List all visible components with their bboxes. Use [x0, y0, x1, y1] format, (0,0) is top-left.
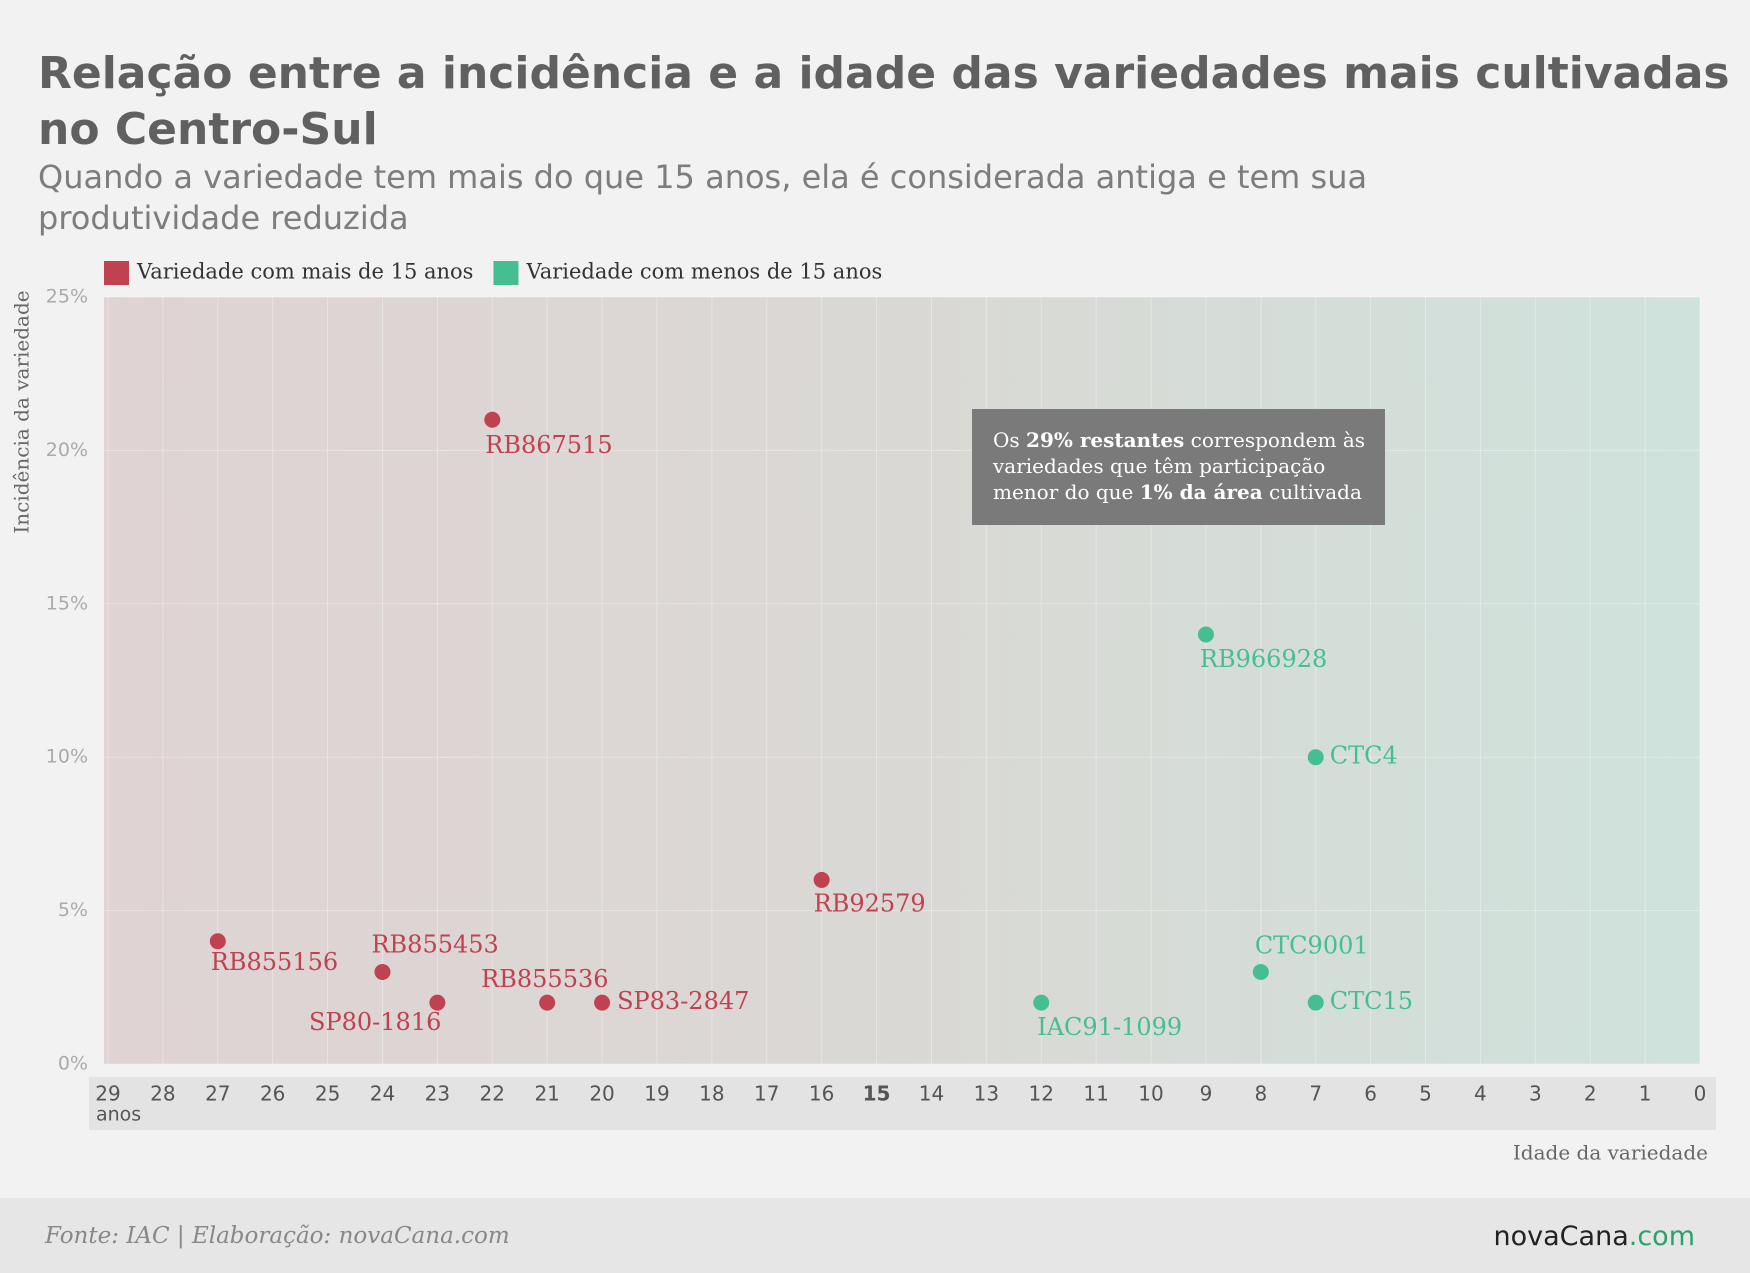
x-tick-label: 2	[1584, 1082, 1597, 1106]
x-tick-label: 20	[589, 1082, 614, 1106]
x-tick-label: 28	[150, 1082, 175, 1106]
x-tick-label: 4	[1474, 1082, 1487, 1106]
x-tick-label: 8	[1254, 1082, 1267, 1106]
point	[1307, 994, 1324, 1011]
x-tick-label: 0	[1694, 1082, 1707, 1106]
x-tick-label: 21	[534, 1082, 559, 1106]
annotation-line: Os 29% restantes correspondem às	[993, 428, 1365, 452]
y-tick-label: 5%	[58, 899, 88, 921]
annotation-text: correspondem às	[1184, 428, 1365, 452]
point	[209, 933, 226, 950]
y-axis-label: Incidência da variedade	[10, 290, 34, 533]
annotation-text: cultivada	[1263, 480, 1362, 504]
y-tick-label: 25%	[46, 286, 88, 308]
x-tick-label: 19	[644, 1082, 669, 1106]
point	[374, 963, 391, 980]
point	[594, 994, 611, 1011]
x-tick-label: 14	[919, 1082, 944, 1106]
point-label: RB855536	[481, 965, 608, 993]
x-axis-band	[89, 1077, 1716, 1130]
point	[539, 994, 556, 1011]
logo-suffix: .com	[1629, 1221, 1695, 1252]
x-tick-label: 5	[1419, 1082, 1432, 1106]
x-tick-label: 22	[480, 1082, 505, 1106]
x-tick-label: 6	[1364, 1082, 1377, 1106]
annotation-text: Os	[993, 428, 1026, 452]
point-label: RB855156	[211, 948, 338, 976]
point	[1307, 749, 1324, 766]
x-tick-label: 17	[754, 1082, 779, 1106]
footer	[0, 1198, 1750, 1273]
chart-subtitle: produtividade reduzida	[38, 199, 409, 237]
point-label: IAC91-1099	[1037, 1013, 1182, 1041]
x-tick-label: 7	[1309, 1082, 1322, 1106]
point	[1197, 626, 1214, 643]
x-tick-label: 26	[260, 1082, 285, 1106]
annotation-text: 29% restantes	[1026, 428, 1184, 452]
x-tick-label: 13	[974, 1082, 999, 1106]
annotation-text: variedades que têm participação	[992, 454, 1325, 478]
point-label: RB92579	[814, 889, 926, 917]
x-tick-label: 25	[315, 1082, 340, 1106]
point-label: CTC9001	[1255, 931, 1369, 959]
point	[429, 994, 446, 1011]
y-tick-label: 0%	[58, 1053, 88, 1075]
point	[813, 871, 830, 888]
point	[484, 411, 501, 428]
x-tick-label: 15	[863, 1082, 891, 1106]
legend-label: Variedade com menos de 15 anos	[525, 260, 882, 284]
chart-title: no Centro-Sul	[38, 104, 378, 155]
x-tick-label: 27	[205, 1082, 230, 1106]
point-label: RB867515	[485, 431, 612, 459]
source: Fonte: IAC | Elaboração: novaCana.com	[44, 1223, 510, 1249]
y-tick-label: 20%	[46, 439, 88, 461]
annotation-box	[972, 409, 1385, 525]
point	[1033, 994, 1050, 1011]
x-tick-label: 11	[1083, 1082, 1108, 1106]
x-tick-label: 3	[1529, 1082, 1542, 1106]
x-tick-label: 29	[95, 1082, 120, 1106]
x-tick-label: 9	[1200, 1082, 1213, 1106]
point-label: RB966928	[1200, 645, 1327, 673]
point-label: CTC15	[1330, 987, 1413, 1015]
x-tick-label: 10	[1138, 1082, 1163, 1106]
chart-subtitle: Quando a variedade tem mais do que 15 an…	[38, 158, 1367, 196]
logo-main: novaCana	[1494, 1221, 1629, 1252]
x-unit: anos	[96, 1104, 141, 1126]
x-tick-label: 18	[699, 1082, 724, 1106]
legend-label: Variedade com mais de 15 anos	[136, 260, 473, 284]
x-axis-label: Idade da variedade	[1513, 1141, 1708, 1165]
y-tick-label: 10%	[46, 746, 88, 768]
legend-swatch	[493, 261, 519, 285]
annotation-text: menor do que	[993, 480, 1140, 504]
x-tick-label: 16	[809, 1082, 834, 1106]
plot-area	[104, 297, 1700, 1064]
point-label: SP80-1816	[309, 1008, 441, 1036]
logo: novaCana.com	[1494, 1221, 1695, 1252]
chart-title: Relação entre a incidência e a idade das…	[38, 48, 1730, 99]
annotation-line: variedades que têm participação	[992, 454, 1325, 478]
x-tick-label: 24	[370, 1082, 395, 1106]
point-label: CTC4	[1330, 742, 1398, 770]
annotation-line: menor do que 1% da área cultivada	[993, 480, 1362, 504]
point-label: RB855453	[371, 930, 498, 958]
y-tick-label: 15%	[46, 592, 88, 614]
x-tick-label: 1	[1639, 1082, 1652, 1106]
annotation-text: 1% da área	[1140, 480, 1263, 504]
point	[1252, 963, 1269, 980]
legend-swatch	[104, 261, 129, 285]
x-tick-label: 12	[1029, 1082, 1054, 1106]
x-tick-label: 23	[425, 1082, 450, 1106]
point-label: SP83-2847	[617, 987, 749, 1015]
